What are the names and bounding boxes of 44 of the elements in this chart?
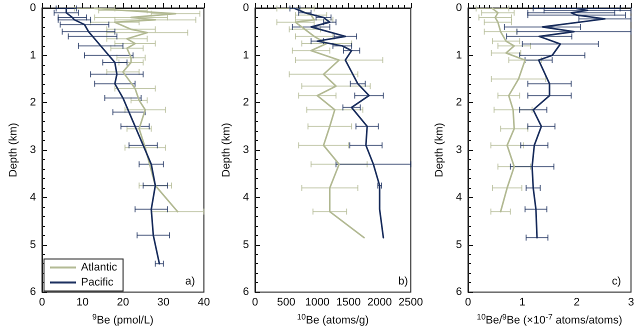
x-tick-label: 500 [276,296,296,309]
annotation: c) [612,276,622,288]
legend-label: Atlantic [81,262,118,274]
y-tick-label: 3 [30,144,36,156]
y-tick-label: 1 [30,49,36,62]
annotation: b) [398,276,408,288]
y-tick-label: 0 [242,2,250,14]
y-tick-label: 1 [242,49,250,62]
x-tick-label: 1500 [336,296,361,309]
x-tick-label: 20 [116,296,130,309]
y-tick-label: 0 [30,2,36,14]
y-tick-label: 2 [30,96,36,109]
x-tick-label: 0 [38,296,46,309]
y-tick-label: 1 [456,49,462,62]
x-tick-label: 3 [628,296,634,309]
y-tick-label: 0 [456,2,462,14]
y-tick-label: 4 [242,191,250,204]
x-tick-label: 2500 [398,296,424,309]
x-tick-label: 0 [252,296,258,309]
x-tick-label: 2 [574,296,580,309]
y-tick-label: 6 [456,286,462,298]
y-tick-label: 4 [456,191,462,204]
y-tick-label: 6 [242,286,250,298]
y-tick-label: 4 [30,191,36,204]
y-axis-title: Depth (km) [434,122,446,178]
x-tick-label: 1 [519,296,526,309]
y-tick-label: 2 [242,96,250,109]
x-tick-label: 1000 [305,296,330,309]
y-axis-title: Depth (km) [8,122,20,178]
y-tick-label: 2 [456,96,462,109]
y-tick-label: 6 [30,286,36,298]
x-tick-label: 2000 [367,296,392,309]
legend-label: Pacific [81,276,114,288]
y-tick-label: 5 [30,238,36,251]
y-axis-title: Depth (km) [220,122,232,178]
x-tick-label: 0 [464,296,472,309]
y-tick-label: 3 [242,144,250,156]
annotation: a) [185,276,195,288]
y-tick-label: 5 [242,238,250,251]
x-tick-label: 30 [157,296,170,309]
y-tick-label: 3 [456,144,462,156]
y-tick-label: 5 [456,238,462,251]
x-tick-label: 10 [76,296,89,309]
x-tick-label: 40 [198,296,210,309]
